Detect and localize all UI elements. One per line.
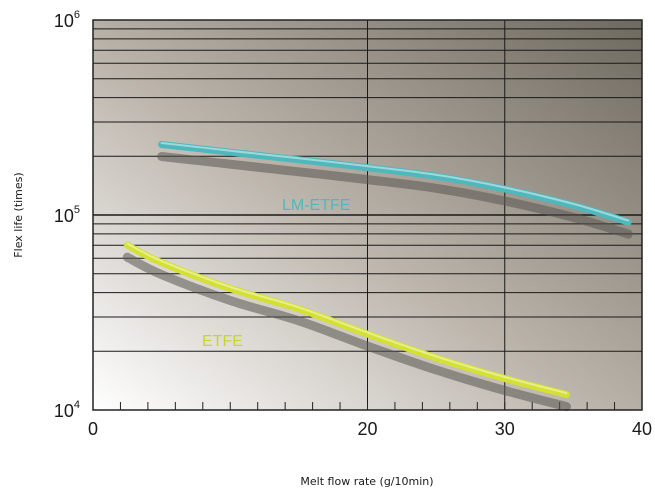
series-shadow-lm-etfe [157, 152, 633, 239]
series-label-lm-etfe: LM-ETFE [282, 197, 350, 214]
x-tick-label-20: 20 [357, 419, 377, 439]
series-label-etfe: ETFE [202, 333, 243, 350]
y-tick-label-1e6: 106 [54, 9, 80, 31]
series-shadow-etfe [122, 252, 571, 412]
x-tick-label-40: 40 [632, 419, 652, 439]
x-tick-label-0: 0 [88, 419, 98, 439]
x-axis-title: Melt flow rate (g/10min) [300, 475, 433, 488]
series-line-lm-etfe [158, 141, 632, 226]
series-highlight-etfe [126, 242, 568, 395]
gridlines [93, 20, 642, 410]
series-line-etfe [123, 241, 570, 399]
series-lines [123, 141, 632, 399]
x-tick-label-30: 30 [495, 419, 515, 439]
y-axis-title: Flex life (times) [12, 172, 25, 257]
y-tick-label-1e5: 105 [54, 204, 80, 226]
curve-shadows [122, 152, 633, 412]
y-tick-label-1e4: 104 [54, 399, 80, 421]
series-highlight-lm-etfe [160, 142, 630, 222]
plot-frame [92, 19, 643, 411]
